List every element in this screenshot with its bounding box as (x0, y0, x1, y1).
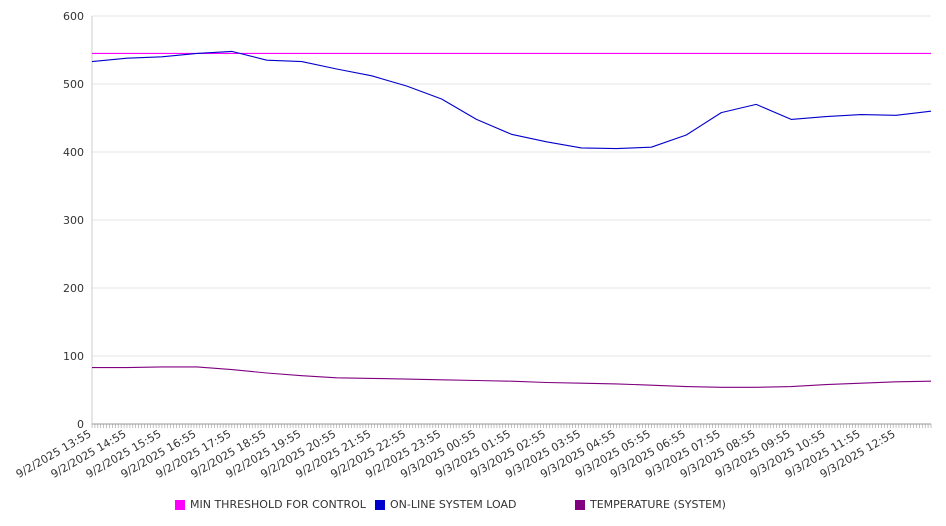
y-tick-label: 200 (63, 282, 84, 295)
series-line-on-line-system-load (91, 50, 932, 150)
series-lines (91, 50, 932, 388)
legend-label-system-load: ON-LINE SYSTEM LOAD (390, 498, 517, 511)
legend-swatch-system-load (375, 499, 385, 510)
y-tick-labels: 0 100 200 300 400 500 600 (63, 10, 84, 431)
legend-item-temperature: TEMPERATURE (SYSTEM) (575, 498, 726, 511)
y-tick-label: 600 (63, 10, 84, 23)
legend-label-threshold: MIN THRESHOLD FOR CONTROL (190, 498, 366, 511)
y-tick-label: 500 (63, 78, 84, 91)
legend-swatch-temperature (575, 499, 585, 510)
y-tick-label: 300 (63, 214, 84, 227)
y-tick-label: 100 (63, 350, 84, 363)
legend-label-temperature: TEMPERATURE (SYSTEM) (590, 498, 726, 511)
series-line-temperature-system (92, 366, 932, 388)
y-tick-label: 400 (63, 146, 84, 159)
gridlines (92, 15, 931, 357)
legend: MIN THRESHOLD FOR CONTROL ON-LINE SYSTEM… (0, 498, 946, 518)
axes (91, 16, 932, 428)
y-tick-label: 0 (77, 418, 84, 431)
legend-swatch-threshold (175, 499, 185, 510)
legend-item-threshold: MIN THRESHOLD FOR CONTROL (175, 498, 366, 511)
legend-item-system-load: ON-LINE SYSTEM LOAD (375, 498, 516, 511)
x-tick-labels: 9/2/2025 13:559/2/2025 14:559/2/2025 15:… (14, 427, 898, 481)
